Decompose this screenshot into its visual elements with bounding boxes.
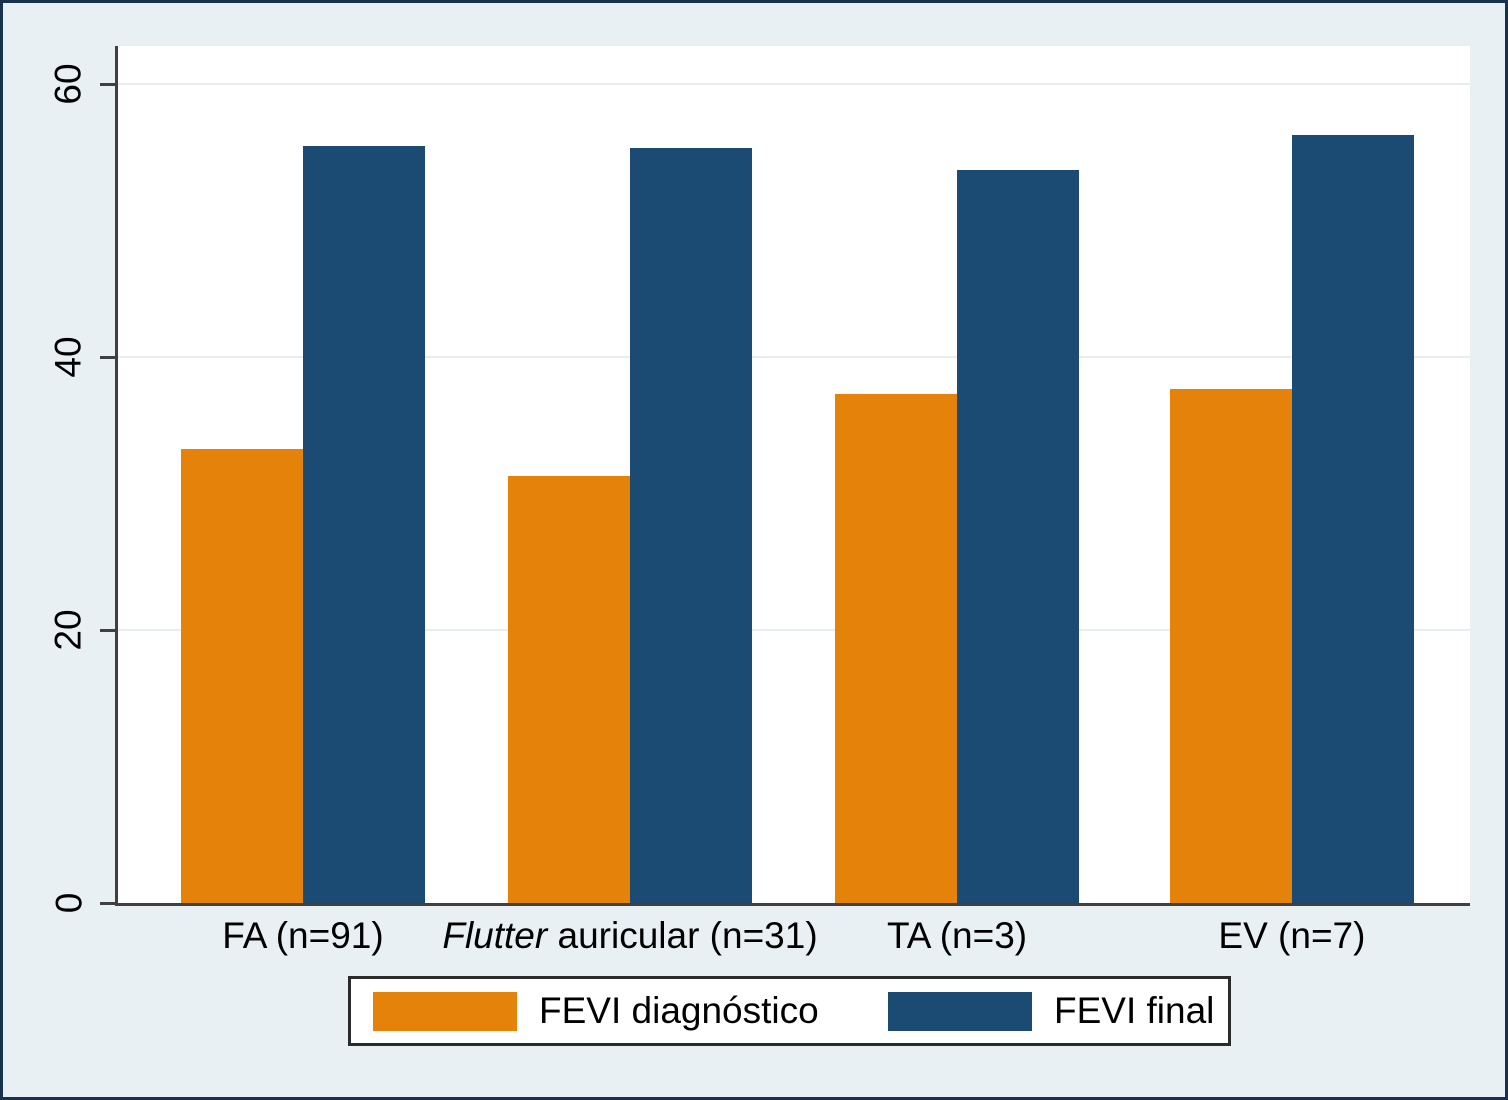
y-tick-label-20: 20 <box>48 609 89 651</box>
bar-fevi-diagnostico-2 <box>835 394 958 903</box>
x-axis-label-0: FA (n=91) <box>222 915 384 956</box>
bar-fevi-final-1 <box>630 148 752 903</box>
y-tick-mark-60 <box>100 82 116 86</box>
gridline-60 <box>118 83 1470 86</box>
bar-fevi-final-0 <box>302 145 425 903</box>
legend-item-fevi-final: FEVI final <box>888 979 1214 1043</box>
y-tick-mark-20 <box>100 628 116 632</box>
gridline-40 <box>118 356 1470 359</box>
x-axis-label-1: Flutter auricular (n=31) <box>442 915 818 956</box>
bar-fevi-diagnostico-1 <box>508 475 630 903</box>
y-tick-mark-40 <box>100 355 116 359</box>
bar-fevi-diagnostico-0 <box>180 448 303 903</box>
legend-swatch-fevi-diagnostico <box>373 991 517 1031</box>
y-tick-label-0: 0 <box>47 892 89 914</box>
legend-box: FEVI diagnóstico FEVI final <box>348 976 1231 1046</box>
legend-item-fevi-diagnostico: FEVI diagnóstico <box>373 979 819 1043</box>
x-axis-label-3: EV (n=7) <box>1218 915 1366 956</box>
y-tick-mark-0 <box>100 901 116 905</box>
legend-label-fevi-diagnostico: FEVI diagnóstico <box>539 990 819 1031</box>
legend-label-fevi-final: FEVI final <box>1054 990 1215 1031</box>
plot-area <box>115 46 1470 906</box>
x-axis-label-2: TA (n=3) <box>886 915 1028 956</box>
bar-fevi-diagnostico-3 <box>1169 388 1292 903</box>
y-tick-label-60: 60 <box>48 63 89 105</box>
gridline-20 <box>118 629 1470 632</box>
bar-fevi-final-2 <box>957 170 1080 903</box>
y-tick-label-40: 40 <box>48 336 89 378</box>
legend-swatch-fevi-final <box>888 991 1032 1031</box>
bar-fevi-final-3 <box>1291 134 1414 903</box>
